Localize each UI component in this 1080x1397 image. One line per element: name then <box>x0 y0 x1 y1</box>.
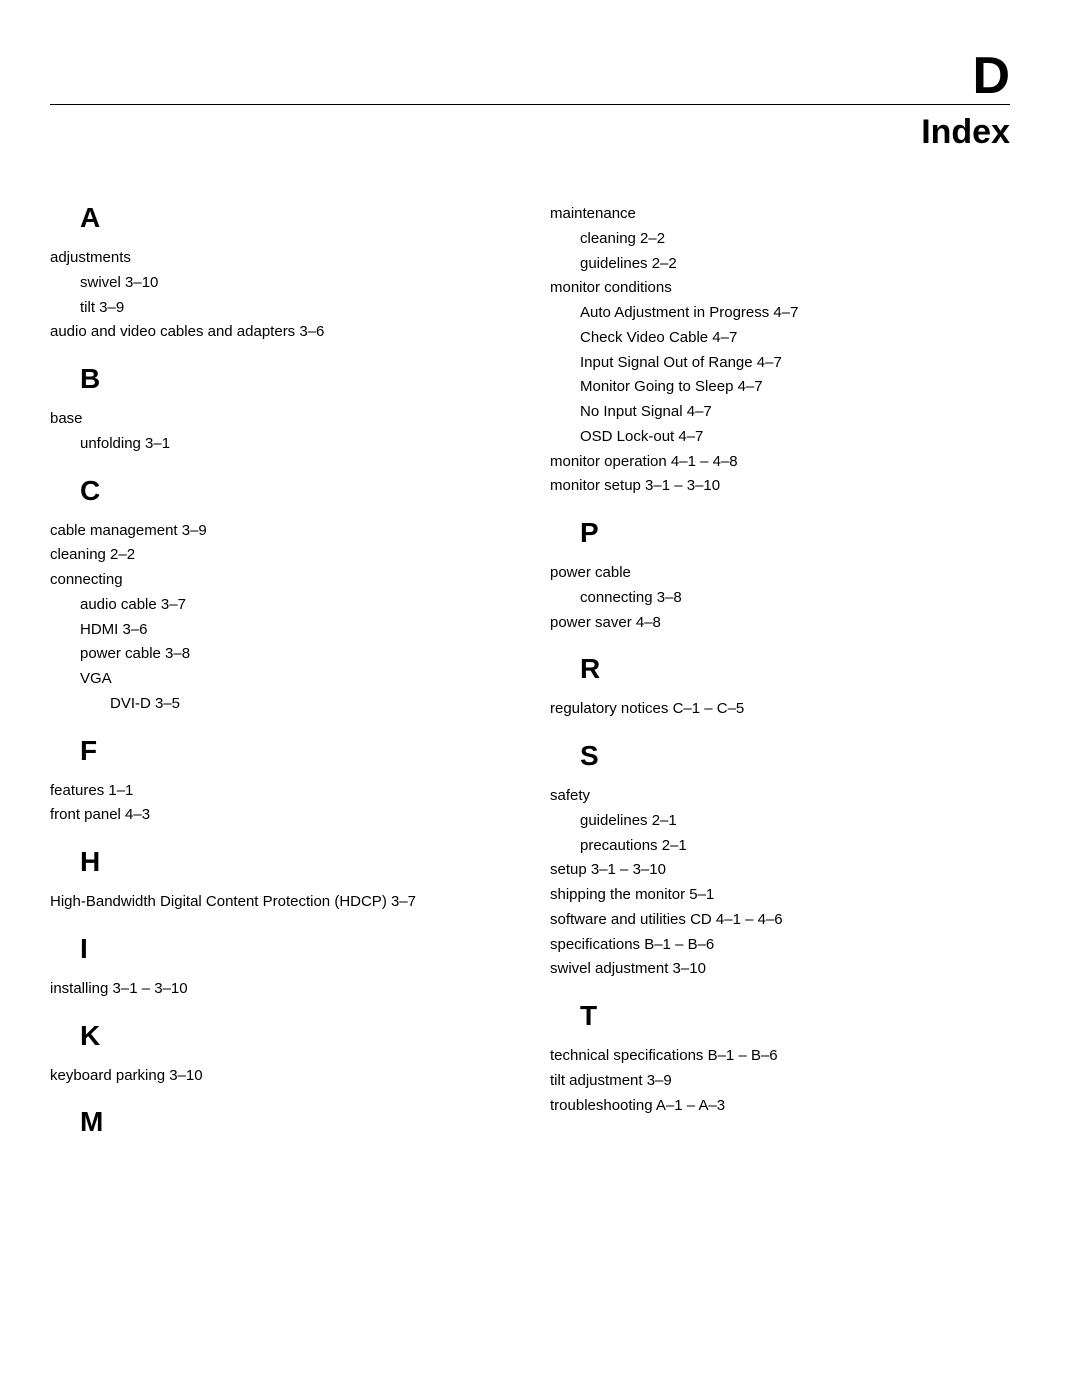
header-title: Index <box>50 113 1010 152</box>
index-entry: High-Bandwidth Digital Content Protectio… <box>50 890 520 915</box>
index-entry: unfolding 3–1 <box>80 432 520 457</box>
index-entry: power cable 3–8 <box>80 642 520 667</box>
index-column-right: maintenancecleaning 2–2guidelines 2–2mon… <box>550 202 1020 1150</box>
index-entry: cleaning 2–2 <box>580 227 1020 252</box>
index-entry: adjustments <box>50 246 520 271</box>
index-letter-heading: P <box>580 517 1020 549</box>
index-letter-heading: R <box>580 653 1020 685</box>
index-entry: setup 3–1 – 3–10 <box>550 858 1020 883</box>
page-header: D Index <box>50 50 1020 152</box>
index-entry: Check Video Cable 4–7 <box>580 326 1020 351</box>
index-entry: precautions 2–1 <box>580 834 1020 859</box>
index-entry: features 1–1 <box>50 779 520 804</box>
index-letter-heading: A <box>80 202 520 234</box>
index-entry: swivel 3–10 <box>80 271 520 296</box>
index-letter-heading: M <box>80 1106 520 1138</box>
index-columns: Aadjustmentsswivel 3–10tilt 3–9audio and… <box>50 202 1020 1150</box>
index-letter-heading: I <box>80 933 520 965</box>
index-entry: technical specifications B–1 – B–6 <box>550 1044 1020 1069</box>
index-entry: power cable <box>550 561 1020 586</box>
index-entry: cable management 3–9 <box>50 519 520 544</box>
index-entry: swivel adjustment 3–10 <box>550 957 1020 982</box>
index-entry: connecting 3–8 <box>580 586 1020 611</box>
index-letter-heading: F <box>80 735 520 767</box>
index-entry: specifications B–1 – B–6 <box>550 933 1020 958</box>
index-letter-heading: B <box>80 363 520 395</box>
index-entry: monitor setup 3–1 – 3–10 <box>550 474 1020 499</box>
index-letter-heading: H <box>80 846 520 878</box>
index-entry: Monitor Going to Sleep 4–7 <box>580 375 1020 400</box>
index-entry: base <box>50 407 520 432</box>
index-entry: installing 3–1 – 3–10 <box>50 977 520 1002</box>
index-letter-heading: K <box>80 1020 520 1052</box>
index-entry: VGA <box>80 667 520 692</box>
index-letter-heading: S <box>580 740 1020 772</box>
index-entry: guidelines 2–2 <box>580 252 1020 277</box>
header-letter: D <box>50 50 1010 102</box>
index-entry: monitor conditions <box>550 276 1020 301</box>
index-entry: tilt adjustment 3–9 <box>550 1069 1020 1094</box>
index-entry: Auto Adjustment in Progress 4–7 <box>580 301 1020 326</box>
index-entry: troubleshooting A–1 – A–3 <box>550 1094 1020 1119</box>
index-column-left: Aadjustmentsswivel 3–10tilt 3–9audio and… <box>50 202 520 1150</box>
index-entry: audio and video cables and adapters 3–6 <box>50 320 520 345</box>
index-entry: Input Signal Out of Range 4–7 <box>580 351 1020 376</box>
index-entry: maintenance <box>550 202 1020 227</box>
index-entry: safety <box>550 784 1020 809</box>
index-entry: cleaning 2–2 <box>50 543 520 568</box>
index-entry: monitor operation 4–1 – 4–8 <box>550 450 1020 475</box>
index-entry: guidelines 2–1 <box>580 809 1020 834</box>
index-entry: tilt 3–9 <box>80 296 520 321</box>
index-entry: software and utilities CD 4–1 – 4–6 <box>550 908 1020 933</box>
index-entry: power saver 4–8 <box>550 611 1020 636</box>
index-entry: front panel 4–3 <box>50 803 520 828</box>
index-entry: OSD Lock-out 4–7 <box>580 425 1020 450</box>
index-entry: keyboard parking 3–10 <box>50 1064 520 1089</box>
index-entry: DVI-D 3–5 <box>110 692 520 717</box>
index-entry: No Input Signal 4–7 <box>580 400 1020 425</box>
index-entry: HDMI 3–6 <box>80 618 520 643</box>
index-entry: connecting <box>50 568 520 593</box>
index-letter-heading: C <box>80 475 520 507</box>
index-entry: audio cable 3–7 <box>80 593 520 618</box>
index-entry: regulatory notices C–1 – C–5 <box>550 697 1020 722</box>
index-entry: shipping the monitor 5–1 <box>550 883 1020 908</box>
index-letter-heading: T <box>580 1000 1020 1032</box>
header-rule <box>50 104 1010 105</box>
